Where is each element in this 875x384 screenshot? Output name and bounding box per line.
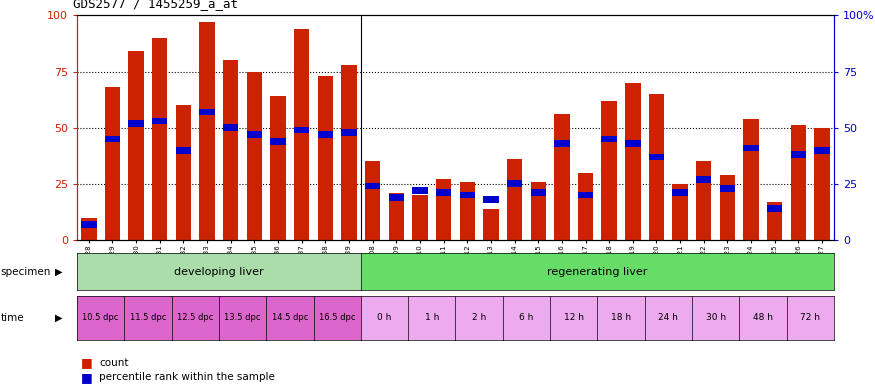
Bar xyxy=(270,138,286,144)
Text: 12.5 dpc: 12.5 dpc xyxy=(177,313,214,322)
Text: 10.5 dpc: 10.5 dpc xyxy=(82,313,119,322)
Text: 0 h: 0 h xyxy=(377,313,392,322)
Bar xyxy=(696,161,711,240)
Bar xyxy=(601,136,617,142)
Bar xyxy=(200,109,214,115)
Bar xyxy=(81,221,96,228)
Bar xyxy=(176,147,191,154)
Bar xyxy=(365,183,381,189)
Text: 13.5 dpc: 13.5 dpc xyxy=(224,313,261,322)
Text: 72 h: 72 h xyxy=(801,313,820,322)
Bar xyxy=(767,205,782,212)
Bar xyxy=(247,71,262,240)
Text: ▶: ▶ xyxy=(55,313,63,323)
Bar xyxy=(791,151,806,158)
Bar xyxy=(578,173,593,240)
Text: time: time xyxy=(1,313,24,323)
Bar xyxy=(436,179,452,240)
Bar xyxy=(507,159,522,240)
Bar xyxy=(578,192,593,199)
Bar xyxy=(554,114,570,240)
Bar xyxy=(648,94,664,240)
Bar xyxy=(200,22,214,240)
Text: 2 h: 2 h xyxy=(472,313,487,322)
Text: regenerating liver: regenerating liver xyxy=(547,266,648,277)
Bar xyxy=(412,195,428,240)
Bar xyxy=(625,140,640,147)
Bar xyxy=(436,189,452,196)
Bar xyxy=(270,96,286,240)
Bar xyxy=(129,51,144,240)
Bar xyxy=(152,38,167,240)
Text: 12 h: 12 h xyxy=(564,313,584,322)
Bar xyxy=(294,29,310,240)
Bar xyxy=(459,182,475,240)
Text: 18 h: 18 h xyxy=(611,313,631,322)
Text: ■: ■ xyxy=(81,371,93,384)
Bar xyxy=(791,126,806,240)
Text: 14.5 dpc: 14.5 dpc xyxy=(271,313,308,322)
Bar xyxy=(247,131,262,138)
Text: 48 h: 48 h xyxy=(752,313,773,322)
Bar xyxy=(459,192,475,199)
Text: 11.5 dpc: 11.5 dpc xyxy=(130,313,166,322)
Bar xyxy=(318,76,333,240)
Text: developing liver: developing liver xyxy=(174,266,263,277)
Bar xyxy=(341,129,357,136)
Bar xyxy=(483,196,499,203)
Bar xyxy=(341,65,357,240)
Bar xyxy=(720,185,735,192)
Text: GDS2577 / 1455259_a_at: GDS2577 / 1455259_a_at xyxy=(73,0,238,10)
Text: 16.5 dpc: 16.5 dpc xyxy=(318,313,355,322)
Text: 1 h: 1 h xyxy=(424,313,439,322)
Text: percentile rank within the sample: percentile rank within the sample xyxy=(99,372,275,382)
Text: ▶: ▶ xyxy=(55,266,63,277)
Bar xyxy=(412,187,428,194)
Bar xyxy=(507,180,522,187)
Bar xyxy=(648,154,664,160)
Bar xyxy=(696,176,711,183)
Bar xyxy=(388,194,404,201)
Bar xyxy=(625,83,640,240)
Bar xyxy=(365,161,381,240)
Text: 30 h: 30 h xyxy=(705,313,725,322)
Text: 6 h: 6 h xyxy=(519,313,534,322)
Bar xyxy=(223,60,238,240)
Bar xyxy=(673,189,688,196)
Bar xyxy=(744,144,759,151)
Bar xyxy=(388,193,404,240)
Bar xyxy=(720,175,735,240)
Text: count: count xyxy=(99,358,129,368)
Bar xyxy=(530,182,546,240)
Bar xyxy=(81,217,96,240)
Bar xyxy=(530,189,546,196)
Bar xyxy=(673,184,688,240)
Bar xyxy=(318,131,333,138)
Bar xyxy=(129,120,144,127)
Text: 24 h: 24 h xyxy=(658,313,678,322)
Bar xyxy=(767,202,782,240)
Bar xyxy=(554,140,570,147)
Bar xyxy=(105,136,120,142)
Bar xyxy=(744,119,759,240)
Bar xyxy=(815,147,829,154)
Bar xyxy=(152,118,167,124)
Bar xyxy=(105,87,120,240)
Bar xyxy=(601,101,617,240)
Text: ■: ■ xyxy=(81,356,93,369)
Bar xyxy=(176,105,191,240)
Bar xyxy=(294,127,310,133)
Bar xyxy=(815,127,829,240)
Bar xyxy=(483,209,499,240)
Bar xyxy=(223,124,238,131)
Text: specimen: specimen xyxy=(1,266,52,277)
